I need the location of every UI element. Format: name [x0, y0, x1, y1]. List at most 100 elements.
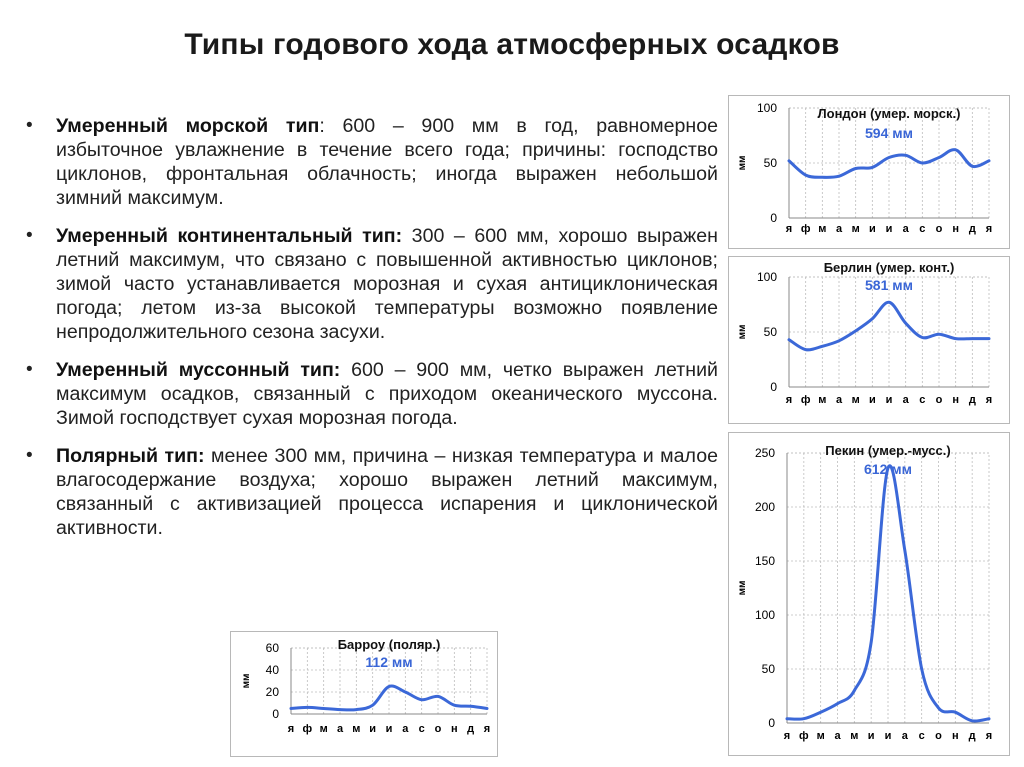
chart-total: 112 мм: [365, 654, 412, 670]
x-tick-label: и: [886, 394, 893, 406]
y-tick-label: 250: [755, 446, 775, 460]
x-tick-label: а: [903, 394, 910, 406]
y-tick-label: 60: [266, 641, 280, 655]
x-tick-label: ф: [799, 730, 809, 742]
bullet-heading: Умеренный морской тип: [56, 115, 320, 137]
bullet-marker: •: [26, 359, 33, 380]
x-tick-label: и: [869, 223, 876, 235]
chart-title: Пекин (умер.-мусс.): [825, 443, 950, 458]
x-tick-label: м: [352, 723, 360, 735]
y-tick-label: 0: [770, 211, 777, 225]
x-tick-label: и: [868, 730, 875, 742]
x-tick-label: я: [786, 223, 792, 235]
x-tick-label: м: [818, 223, 826, 235]
x-tick-label: м: [852, 394, 860, 406]
y-tick-label: 50: [762, 662, 776, 676]
bullet-item-maritime: • Умеренный морской тип: 600 – 900 мм в г…: [26, 114, 718, 210]
y-axis-label: мм: [241, 674, 252, 689]
x-tick-label: я: [986, 223, 992, 235]
x-tick-label: м: [320, 723, 328, 735]
x-tick-label: и: [369, 723, 376, 735]
x-tick-label: н: [451, 723, 458, 735]
bullet-item-polar: • Полярный тип: менее 300 мм, причина – н…: [26, 444, 718, 540]
bullet-list: • Умеренный морской тип: 600 – 900 мм в г…: [26, 114, 718, 554]
bullet-marker: •: [26, 225, 33, 246]
bullet-text: менее 300 мм, причина – низкая температу…: [56, 445, 718, 539]
x-tick-label: а: [402, 723, 409, 735]
x-tick-label: а: [902, 730, 909, 742]
x-tick-label: ф: [801, 394, 811, 406]
x-tick-label: а: [834, 730, 841, 742]
bullet-marker: •: [26, 445, 33, 466]
y-tick-label: 20: [266, 685, 280, 699]
x-tick-label: о: [936, 394, 943, 406]
chart-berlin: 0 50 100 мм я ф м а м и и а с о н д я Берлин (умер. конт.…: [728, 256, 1010, 424]
x-tick-label: с: [919, 730, 925, 742]
series-line: [785, 464, 991, 723]
y-tick-label: 0: [272, 707, 279, 721]
x-tick-label: я: [986, 394, 992, 406]
bullet-heading: Умеренный муссонный тип:: [56, 359, 341, 381]
x-tick-label: с: [919, 223, 925, 235]
y-tick-label: 40: [266, 663, 280, 677]
x-tick-label: и: [885, 730, 892, 742]
y-axis-label: мм: [737, 581, 748, 596]
x-tick-label: д: [969, 730, 976, 742]
x-tick-label: н: [952, 223, 959, 235]
y-tick-label: 150: [755, 554, 775, 568]
y-tick-label: 50: [764, 325, 778, 339]
x-tick-label: я: [986, 730, 992, 742]
y-tick-label: 0: [770, 380, 777, 394]
x-tick-label: а: [337, 723, 344, 735]
x-tick-label: с: [919, 394, 925, 406]
x-tick-label: д: [467, 723, 474, 735]
x-tick-label: я: [784, 730, 790, 742]
chart-title: Барроу (поляр.): [338, 637, 441, 652]
x-tick-label: д: [969, 223, 976, 235]
x-tick-label: а: [836, 223, 843, 235]
x-tick-label: а: [903, 223, 910, 235]
chart-barrow: 0 20 40 60 мм я ф м а м и и а с о н д я Барроу (поляр.) 112…: [230, 631, 498, 757]
bullet-text: 300 – 600 мм, хорошо выражен летний макс…: [56, 225, 718, 343]
x-tick-label: м: [850, 730, 858, 742]
x-tick-label: я: [484, 723, 490, 735]
x-tick-label: м: [817, 730, 825, 742]
chart-london: 0 50 100 мм я ф м а м и и а с о н д я Лондон (умер. морск…: [728, 95, 1010, 249]
chart-total: 594 мм: [865, 125, 913, 141]
x-tick-label: ф: [801, 223, 811, 235]
bullet-marker: •: [26, 115, 33, 136]
y-axis-label: мм: [737, 156, 748, 171]
page-title: Типы годового хода атмосферных осадков: [184, 28, 840, 61]
x-tick-label: м: [852, 223, 860, 235]
x-tick-label: и: [386, 723, 393, 735]
y-tick-label: 200: [755, 500, 775, 514]
x-tick-label: о: [935, 730, 942, 742]
x-tick-label: а: [836, 394, 843, 406]
bullet-heading: Умеренный континентальный тип:: [56, 225, 403, 247]
y-tick-label: 100: [755, 608, 775, 622]
chart-beijing: 0 50 100 150 200 250 мм я ф м а м и и а с о н д я Пекин (уме…: [728, 432, 1010, 756]
x-tick-label: ф: [303, 723, 313, 735]
x-tick-label: н: [952, 394, 959, 406]
x-tick-label: и: [886, 223, 893, 235]
x-tick-label: я: [288, 723, 294, 735]
chart-title: Лондон (умер. морск.): [818, 106, 961, 121]
x-tick-label: я: [786, 394, 792, 406]
x-tick-label: н: [952, 730, 959, 742]
bullet-text: : 600 – 900 мм в год, равномерное избыто…: [56, 115, 718, 209]
x-tick-label: о: [936, 223, 943, 235]
y-tick-label: 100: [757, 270, 777, 284]
y-axis-label: мм: [737, 325, 748, 340]
bullet-item-continental: • Умеренный континентальный тип: 300 – 60…: [26, 224, 718, 344]
y-tick-label: 0: [768, 716, 775, 730]
y-tick-label: 50: [764, 156, 778, 170]
bullet-heading: Полярный тип:: [56, 445, 205, 467]
y-tick-label: 100: [757, 101, 777, 115]
x-tick-label: д: [969, 394, 976, 406]
x-tick-label: и: [869, 394, 876, 406]
x-tick-label: о: [435, 723, 442, 735]
